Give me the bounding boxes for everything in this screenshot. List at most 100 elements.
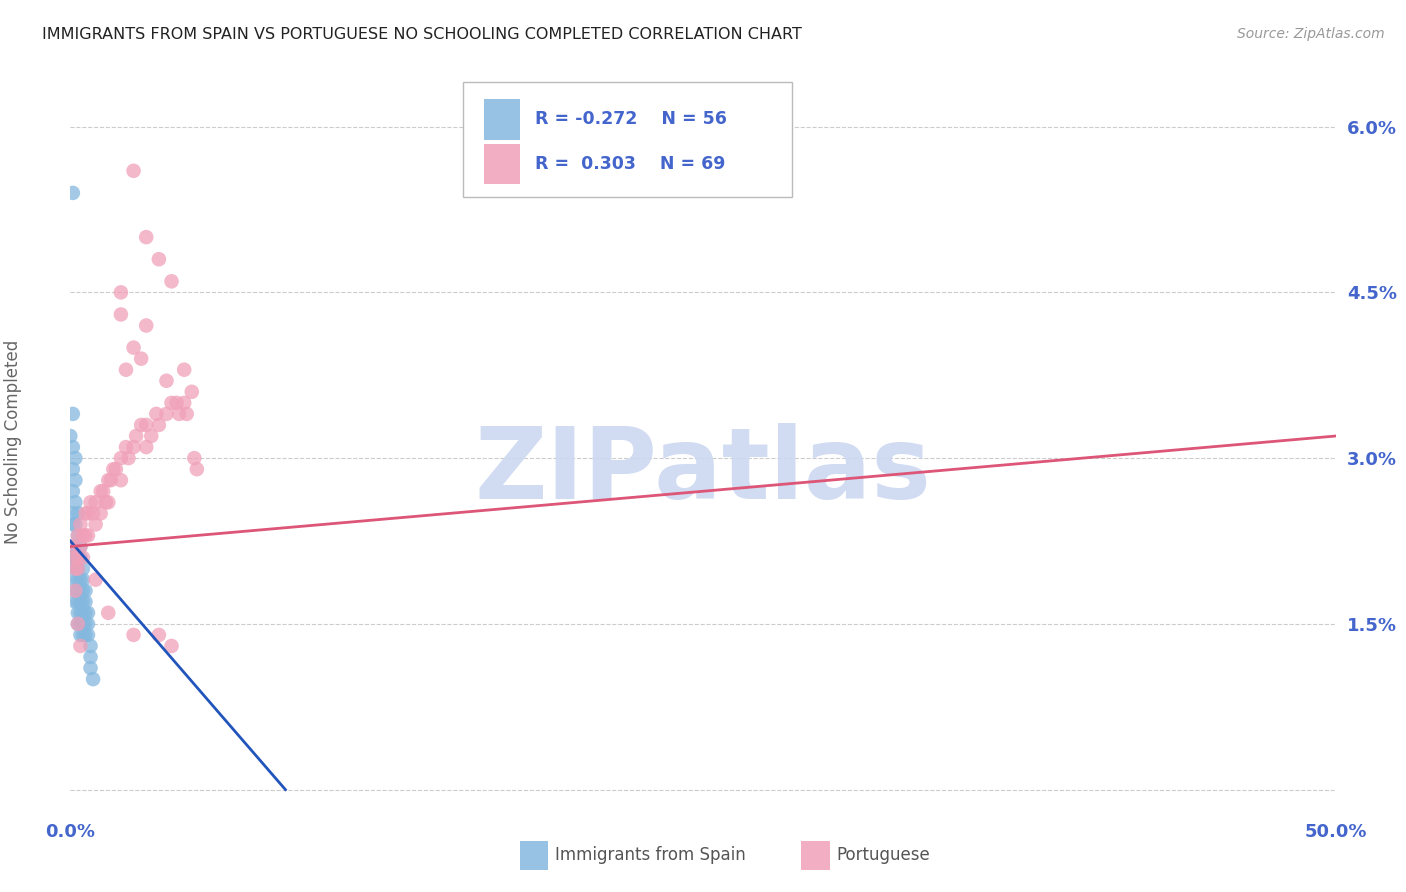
Point: [135, 440, 157, 454]
Point: [115, 440, 138, 454]
Point: [66, 550, 89, 565]
Point: [97, 606, 120, 620]
Point: [155, 374, 177, 388]
Point: [110, 308, 132, 322]
Point: [148, 252, 170, 267]
Point: [75, 616, 97, 631]
Point: [84, 517, 107, 532]
Point: [69, 639, 91, 653]
Point: [66, 583, 89, 598]
Point: [82, 507, 104, 521]
Point: [77, 606, 100, 620]
Point: [69, 550, 91, 565]
Point: [75, 528, 97, 542]
Point: [65, 573, 87, 587]
Point: [66, 616, 89, 631]
Point: [176, 407, 198, 421]
Point: [65, 583, 87, 598]
Point: [122, 440, 145, 454]
Point: [62, 484, 84, 499]
Point: [75, 595, 97, 609]
Point: [125, 429, 148, 443]
Text: No Schooling Completed: No Schooling Completed: [4, 340, 22, 543]
Point: [122, 163, 145, 178]
Point: [141, 429, 163, 443]
Point: [72, 595, 94, 609]
Point: [66, 606, 89, 620]
Point: [59, 429, 82, 443]
Point: [72, 561, 94, 575]
Point: [72, 606, 94, 620]
Point: [160, 639, 183, 653]
Point: [173, 362, 195, 376]
Text: ZIPatlas: ZIPatlas: [475, 423, 931, 520]
Point: [110, 473, 132, 487]
Point: [65, 495, 87, 509]
Point: [160, 274, 183, 288]
Point: [69, 573, 91, 587]
Point: [72, 616, 94, 631]
Point: [160, 396, 183, 410]
Point: [110, 451, 132, 466]
Point: [122, 341, 145, 355]
Point: [91, 484, 114, 499]
Point: [65, 583, 87, 598]
Point: [77, 616, 100, 631]
Point: [135, 230, 157, 244]
Point: [65, 550, 87, 565]
Point: [97, 495, 120, 509]
Point: [90, 484, 112, 499]
Point: [135, 318, 157, 333]
Point: [79, 639, 101, 653]
Bar: [484, 99, 520, 140]
Point: [72, 528, 94, 542]
Point: [110, 285, 132, 300]
Point: [62, 186, 84, 200]
Text: R = -0.272    N = 56: R = -0.272 N = 56: [534, 111, 727, 128]
Point: [72, 583, 94, 598]
Point: [66, 507, 89, 521]
Point: [117, 451, 139, 466]
Point: [97, 473, 120, 487]
Point: [173, 396, 195, 410]
Point: [75, 583, 97, 598]
Bar: [484, 144, 520, 185]
Point: [66, 616, 89, 631]
Point: [69, 583, 91, 598]
Point: [72, 573, 94, 587]
Point: [77, 628, 100, 642]
Point: [66, 528, 89, 542]
Point: [129, 351, 152, 366]
Point: [94, 495, 117, 509]
Point: [62, 407, 84, 421]
Point: [62, 440, 84, 454]
Point: [69, 540, 91, 554]
Point: [82, 672, 104, 686]
Point: [62, 540, 84, 554]
Text: Source: ZipAtlas.com: Source: ZipAtlas.com: [1237, 27, 1385, 41]
Point: [79, 495, 101, 509]
Point: [69, 606, 91, 620]
Point: [103, 462, 125, 476]
Point: [65, 561, 87, 575]
Point: [75, 628, 97, 642]
Point: [69, 517, 91, 532]
Point: [65, 550, 87, 565]
Point: [148, 628, 170, 642]
Point: [122, 628, 145, 642]
Point: [84, 573, 107, 587]
Point: [155, 407, 177, 421]
Point: [148, 417, 170, 432]
Point: [186, 462, 208, 476]
Point: [66, 528, 89, 542]
Point: [145, 407, 167, 421]
Point: [72, 628, 94, 642]
Point: [69, 595, 91, 609]
Point: [100, 473, 122, 487]
Point: [65, 540, 87, 554]
Point: [77, 528, 100, 542]
Point: [90, 507, 112, 521]
FancyBboxPatch shape: [463, 82, 792, 197]
Point: [66, 561, 89, 575]
Point: [104, 462, 127, 476]
